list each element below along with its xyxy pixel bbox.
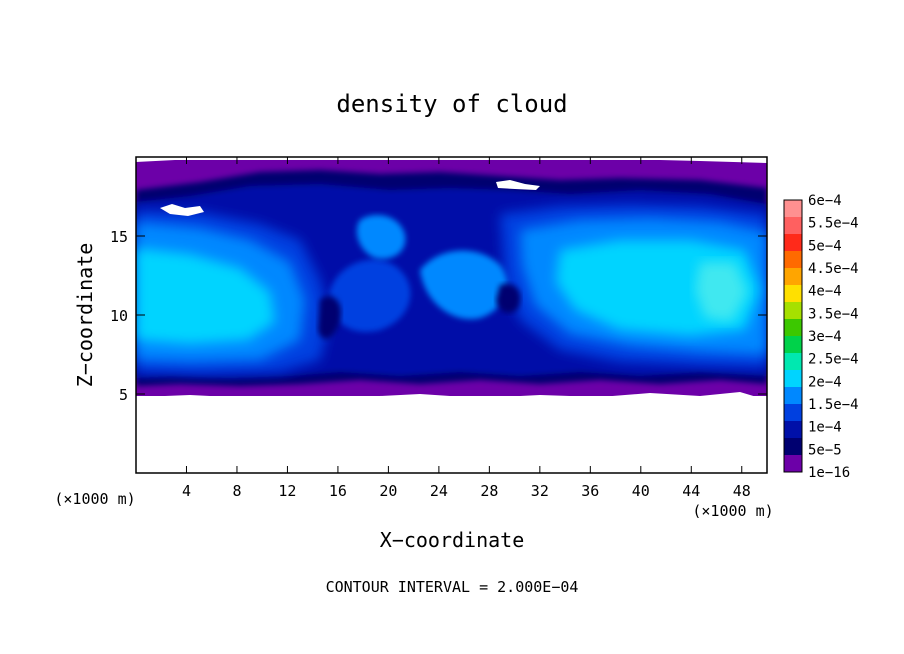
cloud-eddy-4 [318,296,341,339]
colorbar-swatch [784,268,802,286]
colorbar-swatch [784,438,802,456]
colorbar-label: 5e−5 [808,442,842,458]
colorbar-label: 1.5e−4 [808,397,859,413]
x-ticks: 4 8 12 16 20 24 28 32 36 40 44 48 [182,157,751,500]
contour-interval: CONTOUR INTERVAL = 2.000E−04 [326,578,579,596]
colorbar-swatch [784,200,802,218]
colorbar-swatch [784,234,802,252]
cloud-cyan-left [136,248,275,344]
plot-area [136,157,767,473]
colorbar-swatch [784,285,802,303]
x-tick-label: 16 [329,482,347,500]
colorbar-label: 6e−4 [808,193,842,209]
colorbar-swatch [784,387,802,405]
clear-air-top [136,157,767,160]
x-tick-label: 32 [531,482,549,500]
cloud-eddy-3 [356,215,406,259]
cloud-eddy-5 [496,283,521,314]
y-ticks: 5 10 15 [110,228,767,404]
colorbar-label: 3.5e−4 [808,306,859,322]
x-tick-label: 24 [430,482,448,500]
y-axis-label: Z−coordinate [73,243,97,388]
colorbar-swatch [784,421,802,439]
colorbar-swatch [784,302,802,320]
x-tick-label: 12 [278,482,296,500]
colorbar-swatch [784,455,802,473]
colorbar-frame [783,199,803,473]
cloud-cyan-core [695,262,748,322]
x-tick-label: 36 [581,482,599,500]
colorbar-label: 3e−4 [808,329,842,345]
x-tick-label: 28 [480,482,498,500]
x-tick-label: 40 [632,482,650,500]
colorbar-label: 4.5e−4 [808,261,859,277]
colorbar-swatch [784,319,802,337]
colorbar-swatch [784,251,802,269]
cloud-eddy-1 [329,259,411,332]
x-unit-right: (×1000 m) [692,502,773,520]
colorbar-label: 5.5e−4 [808,216,859,232]
colorbar-label: 2.5e−4 [808,352,859,368]
x-tick-label: 48 [733,482,751,500]
colorbar-swatch [784,370,802,388]
colorbar-label: 4e−4 [808,284,842,300]
cloud-field [136,158,767,400]
y-tick-label: 15 [110,228,128,246]
colorbar-label: 1e−4 [808,420,842,436]
y-tick-label: 5 [119,386,128,404]
colorbar-swatch [784,217,802,235]
y-tick-label: 10 [110,307,128,325]
x-tick-label: 20 [379,482,397,500]
x-tick-label: 8 [232,482,241,500]
colorbar: 6e−4 5.5e−4 5e−4 4.5e−4 4e−4 3.5e−4 3e−4 2.5e−4… [783,193,859,481]
cloud-gap-top [496,180,540,190]
cloud-eddy-2 [420,250,508,320]
colorbar-swatch [784,336,802,354]
chart-title: density of cloud [336,90,567,118]
x-unit-left: (×1000 m) [54,490,135,508]
colorbar-swatch [784,353,802,371]
x-tick-label: 44 [682,482,700,500]
clear-air-lower [136,396,767,473]
x-tick-label: 4 [182,482,191,500]
colorbar-label: 1e−16 [808,465,850,481]
colorbar-swatch [784,404,802,422]
cloud-gap-topleft [160,204,204,216]
colorbar-label: 2e−4 [808,374,842,390]
colorbar-label: 5e−4 [808,238,842,254]
x-axis-label: X−coordinate [380,528,525,552]
